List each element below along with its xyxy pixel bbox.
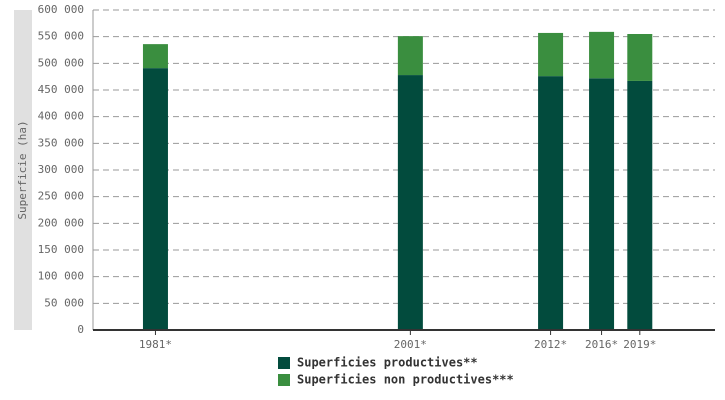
y-tick-label: 450 000: [38, 83, 84, 96]
legend-swatch: [278, 357, 290, 369]
y-tick-label: 0: [77, 323, 84, 336]
y-tick-label: 200 000: [38, 216, 84, 229]
bar-segment: [627, 34, 653, 81]
legend-label: Superficies productives**: [297, 356, 478, 370]
y-tick-label: 400 000: [38, 110, 84, 123]
bar-segment: [142, 68, 168, 330]
y-tick-label: 300 000: [38, 163, 84, 176]
x-tick-label: 2012*: [534, 338, 567, 351]
bar-segment: [589, 78, 615, 331]
x-tick-label: 2016*: [585, 338, 618, 351]
x-tick-label: 2019*: [623, 338, 656, 351]
legend-swatch: [278, 374, 290, 386]
y-tick-label: 500 000: [38, 56, 84, 69]
y-tick-label: 550 000: [38, 30, 84, 43]
x-tick-label: 1981*: [139, 338, 172, 351]
bar-segment: [397, 75, 423, 330]
bar-segment: [627, 80, 653, 330]
legend: Superficies productives** Superficies non…: [278, 356, 514, 387]
bar-segment: [589, 31, 615, 79]
y-tick-label: 100 000: [38, 270, 84, 283]
y-tick-label: 50 000: [44, 296, 84, 309]
y-tick-label: 350 000: [38, 136, 84, 149]
y-tick-label: 600 000: [38, 3, 84, 16]
y-tick-label: 150 000: [38, 243, 84, 256]
bar-segment: [142, 44, 168, 69]
bar-segment: [397, 36, 423, 76]
y-axis-label: Superficie (ha): [16, 120, 29, 219]
x-tick-label: 2001*: [394, 338, 427, 351]
y-tick-label: 250 000: [38, 190, 84, 203]
bar-segment: [538, 32, 564, 77]
bar-segment: [538, 76, 564, 330]
legend-label: Superficies non productives***: [297, 373, 514, 387]
y-label-box: [14, 10, 32, 330]
